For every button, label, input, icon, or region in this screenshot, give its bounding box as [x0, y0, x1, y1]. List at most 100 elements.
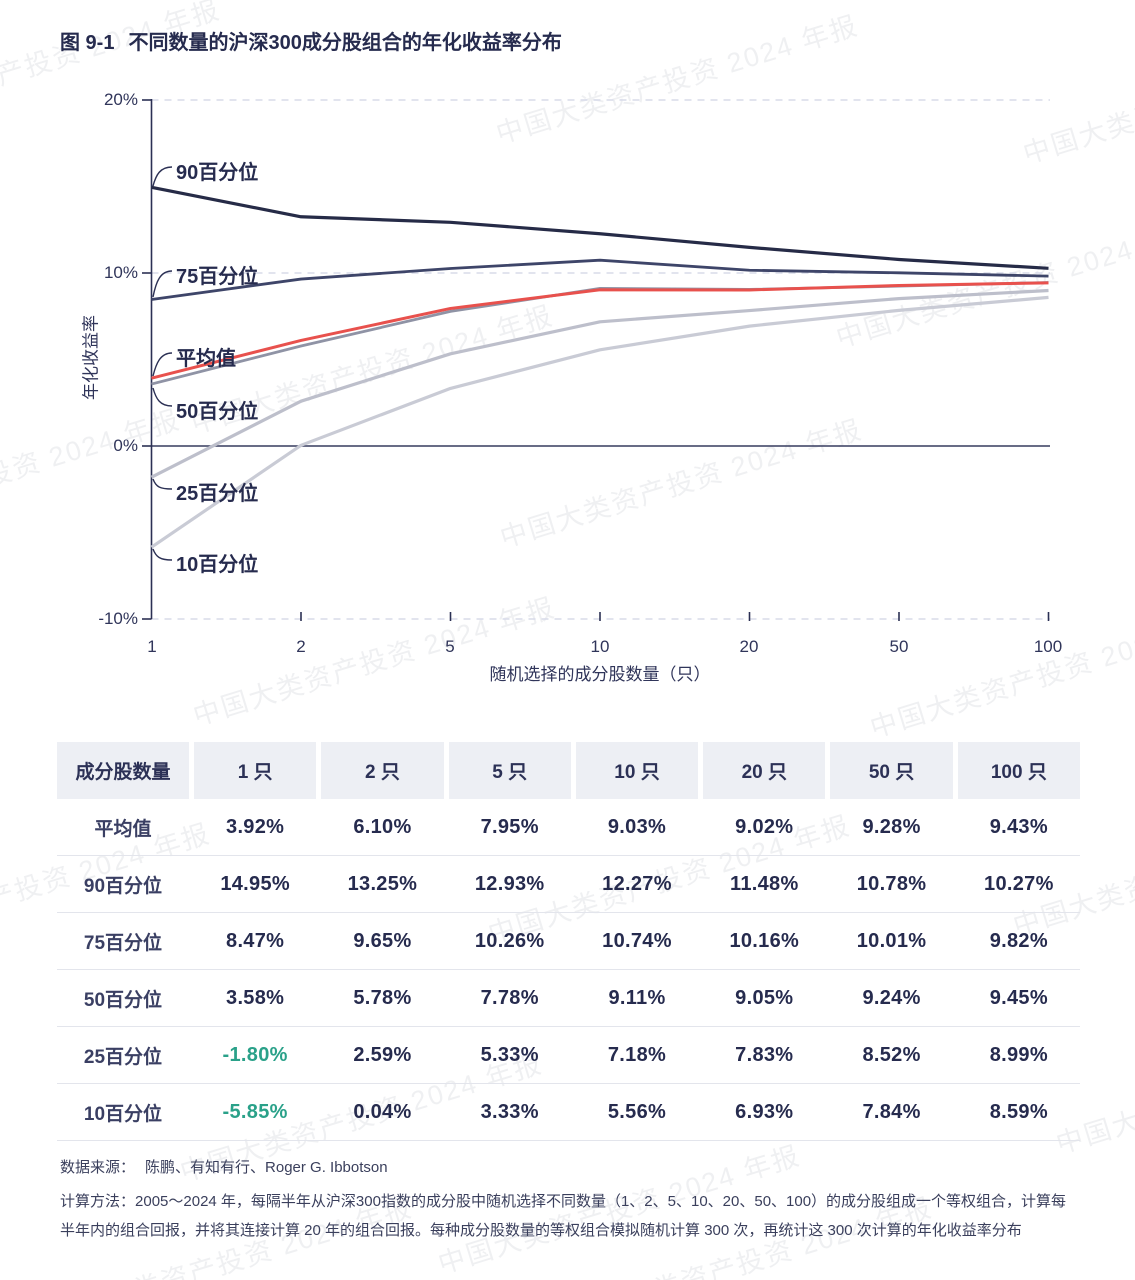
x-tick-label: 100 — [1033, 637, 1063, 656]
connector-p50 — [152, 387, 173, 407]
table-cell: -1.80% — [222, 1043, 288, 1066]
table-cell: 8.59% — [989, 1100, 1048, 1123]
table-cell: 5.33% — [480, 1043, 539, 1066]
series-line-p10 — [150, 295, 1049, 549]
footer-notes: 数据来源： 陈鹏、有知有行、Roger G. Ibbotson 计算方法：2005… — [60, 1156, 1080, 1246]
table-cell: 10.01% — [856, 929, 927, 952]
method-line: 计算方法：2005～2024 年，每隔半年从沪深300指数的成分股中随机选择不同… — [60, 1187, 1080, 1246]
series-label-p10: 10百分位 — [176, 554, 259, 576]
table-cell: 12.93% — [474, 872, 545, 895]
table-cell: 3.58% — [226, 986, 285, 1009]
table-cell: 12.27% — [602, 872, 672, 895]
x-tick-label: 2 — [296, 637, 306, 656]
series-line-p25 — [150, 288, 1049, 479]
row-label: 平均值 — [94, 818, 152, 840]
table-cell: 6.93% — [735, 1100, 794, 1123]
table-cell: 8.47% — [226, 929, 285, 952]
y-tick-label: 20% — [103, 90, 138, 109]
table-cell: 14.95% — [220, 872, 290, 895]
table-cell: 10.16% — [729, 929, 800, 952]
series-lines — [150, 185, 1049, 549]
table-cell: 9.65% — [353, 929, 412, 952]
series-label-p50: 50百分位 — [176, 401, 259, 423]
method-label: 计算方法： — [60, 1193, 136, 1210]
series-line-p75 — [151, 258, 1049, 301]
table-cell: 13.25% — [347, 872, 418, 895]
table-cell: 9.11% — [608, 986, 666, 1009]
x-tick-label: 50 — [889, 637, 909, 656]
table-cell: 9.03% — [607, 815, 667, 838]
row-label: 90百分位 — [83, 875, 163, 897]
table-cell: 5.78% — [353, 986, 412, 1009]
table-row: 平均值 3.92% 6.10% 7.95% 9.03% 9.02% 9.28% 9.43% — [57, 799, 1080, 856]
table-cell: 7.83% — [735, 1043, 794, 1066]
series-line-mean — [151, 281, 1049, 380]
series-label-p75: 75百分位 — [176, 266, 259, 288]
table-cell: 9.45% — [989, 986, 1048, 1009]
table-cell: 10.74% — [602, 929, 672, 952]
table-cell: 9.24% — [862, 986, 921, 1009]
x-tick-label: 20 — [739, 637, 759, 656]
table-cell: 9.02% — [735, 815, 794, 838]
data-source-text: 陈鹏、有知有行、Roger G. Ibbotson — [145, 1159, 388, 1176]
y-tick-label: 10% — [103, 263, 138, 282]
figure-title-text: 不同数量的沪深300成分股组合的年化收益率分布 — [128, 32, 562, 54]
table-header-cell: 5 只 — [448, 742, 571, 799]
x-axis-title: 随机选择的成分股数量（只） — [489, 665, 711, 684]
method-text: 2005～2024 年，每隔半年从沪深300指数的成分股中随机选择不同数量（1、… — [60, 1193, 1067, 1240]
row-label: 25百分位 — [83, 1046, 163, 1068]
table-cell: 2.59% — [353, 1043, 412, 1066]
connector-mean — [152, 352, 173, 377]
y-tick-label: 0% — [113, 436, 138, 455]
figure-title: 图 9-1 不同数量的沪深300成分股组合的年化收益率分布 — [60, 26, 562, 55]
table-row: 75百分位 8.47% 9.65% 10.26% 10.74% 10.16% 10.01% 9… — [57, 913, 1080, 970]
table-cell: 7.84% — [862, 1100, 921, 1123]
table-cell: 9.05% — [735, 986, 794, 1009]
series-line-p90 — [151, 185, 1049, 270]
table-header-cell: 100 只 — [957, 742, 1080, 799]
table-header-cell: 1 只 — [194, 742, 317, 799]
y-tick-label: -10% — [98, 609, 138, 628]
table-cell: 3.33% — [480, 1100, 539, 1123]
table-cell: 7.18% — [607, 1043, 667, 1066]
table-cell: 7.78% — [480, 986, 539, 1009]
table-row: 50百分位 3.58% 5.78% 7.78% 9.11% 9.05% 9.24% 9.45% — [57, 970, 1080, 1027]
table-cell: 8.99% — [989, 1043, 1048, 1066]
line-chart — [142, 99, 1050, 621]
table-header-cell: 成分股数量 — [57, 742, 189, 799]
row-label: 75百分位 — [83, 932, 163, 954]
series-label-mean: 平均值 — [176, 348, 236, 370]
table-cell: 9.82% — [989, 929, 1048, 952]
table-cell: 0.04% — [353, 1100, 412, 1123]
connector-p75 — [152, 270, 173, 298]
table-cell: 11.48% — [730, 872, 799, 895]
data-source-label: 数据来源： — [60, 1159, 136, 1176]
table-row: 90百分位 14.95% 13.25% 12.93% 12.27% 11.48% 10.78… — [57, 856, 1080, 913]
series-label-p25: 25百分位 — [176, 483, 259, 505]
table-header-cell: 20 只 — [703, 742, 826, 799]
table-cell: 7.95% — [480, 815, 539, 838]
table-header-cell: 2 只 — [321, 742, 444, 799]
table-header-cell: 50 只 — [830, 742, 953, 799]
table-cell: 9.28% — [862, 815, 921, 838]
table-row: 25百分位 -1.80% 2.59% 5.33% 7.18% 7.83% 8.52% 8.99… — [57, 1027, 1080, 1084]
table-cell: 10.27% — [984, 872, 1054, 895]
y-axis-title: 年化收益率 — [81, 315, 101, 400]
table-cell: 6.10% — [353, 815, 412, 838]
table-cell: 9.43% — [989, 815, 1048, 838]
table-cell: 10.78% — [856, 872, 927, 895]
table-cell: 5.56% — [607, 1100, 667, 1123]
table-cell: -5.85% — [222, 1100, 288, 1123]
table-row: 10百分位 -5.85% 0.04% 3.33% 5.56% 6.93% 7.84% 8.59… — [57, 1084, 1080, 1141]
x-tick-label: 10 — [590, 637, 610, 656]
figure-number: 图 9-1 — [60, 32, 115, 54]
table-body: 平均值 3.92% 6.10% 7.95% 9.03% 9.02% 9.28% 9.43% 90… — [57, 799, 1080, 1141]
x-tick-label: 1 — [147, 637, 157, 656]
table-cell: 10.26% — [474, 929, 545, 952]
data-source-line: 数据来源： 陈鹏、有知有行、Roger G. Ibbotson — [60, 1156, 1080, 1177]
table-header-cell: 10 只 — [575, 742, 699, 799]
row-label: 10百分位 — [83, 1103, 163, 1125]
